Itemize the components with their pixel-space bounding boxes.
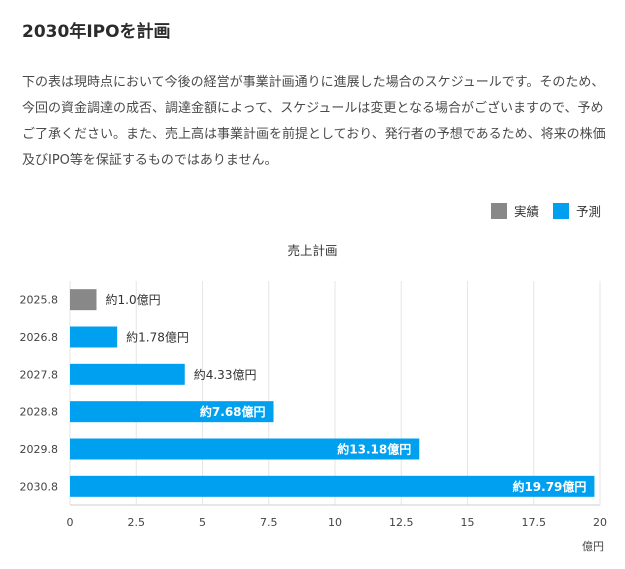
category-label: 2027.8 — [20, 368, 59, 381]
legend-label-actual: 実績 — [513, 204, 539, 219]
legend-label-forecast: 予測 — [575, 204, 601, 219]
bar-forecast — [70, 401, 274, 423]
legend-swatch-actual — [490, 202, 507, 219]
legend-swatch-forecast — [552, 202, 569, 219]
category-label: 2026.8 — [20, 331, 59, 344]
data-label: 約7.68億円 — [200, 404, 266, 419]
bar-forecast — [70, 438, 420, 460]
description-text: 下の表は現時点において今後の経営が事業計画通りに進展した場合のスケジュールです。… — [22, 75, 606, 168]
data-label: 約4.33億円 — [194, 367, 257, 382]
x-axis-label: 億円 — [582, 540, 604, 553]
data-label: 約13.18億円 — [337, 442, 411, 457]
category-label: 2029.8 — [20, 443, 59, 456]
legend-item-actual: 実績 — [490, 201, 539, 220]
x-tick-label: 0 — [67, 516, 74, 529]
data-label: 約19.79億円 — [512, 479, 586, 494]
page-title: 2030年IPOを計画 — [22, 22, 171, 42]
x-tick-label: 5 — [199, 516, 206, 529]
x-tick-label: 17.5 — [522, 516, 547, 529]
bar-forecast — [70, 475, 595, 497]
chart-title: 売上計画 — [287, 243, 338, 258]
x-tick-label: 10 — [328, 516, 342, 529]
x-tick-label: 15 — [461, 516, 475, 529]
data-label: 約1.78億円 — [126, 330, 189, 345]
legend-item-forecast: 予測 — [552, 201, 601, 220]
category-label: 2025.8 — [20, 294, 59, 307]
category-label: 2028.8 — [20, 406, 59, 419]
bar-forecast — [70, 363, 185, 385]
bar-forecast — [70, 326, 118, 348]
x-tick-label: 20 — [593, 516, 607, 529]
x-tick-label: 2.5 — [128, 516, 146, 529]
chart-legend: 実績 予測 — [490, 201, 601, 220]
data-label: 約1.0億円 — [106, 292, 161, 307]
x-tick-label: 12.5 — [389, 516, 414, 529]
category-label: 2030.8 — [20, 480, 59, 493]
bar-actual — [70, 289, 97, 311]
x-tick-label: 7.5 — [260, 516, 278, 529]
